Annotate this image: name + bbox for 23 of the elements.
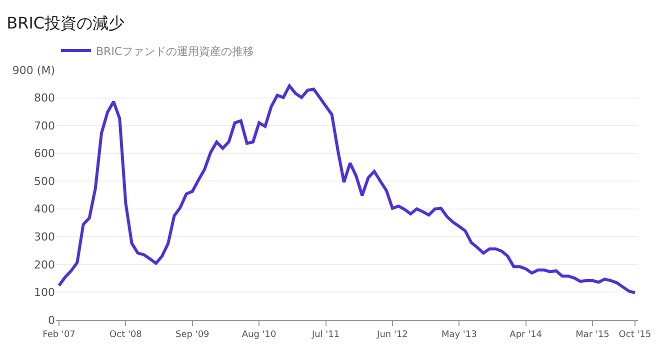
y-tick-label: 500	[34, 174, 55, 188]
y-tick-label: 400	[34, 202, 55, 216]
legend-label: BRICファンドの運用資産の推移	[96, 44, 254, 58]
chart-title: BRIC投資の減少	[6, 14, 125, 33]
y-tick-label: 600	[34, 147, 55, 160]
y-tick-label: 200	[34, 258, 55, 272]
x-tick-label: Oct '08	[110, 330, 142, 340]
x-tick-label: Sep '09	[176, 330, 210, 340]
x-tick-label: Oct '15	[618, 330, 652, 340]
y-tick-label: 0	[48, 314, 55, 327]
x-tick-label: Jun '12	[376, 330, 408, 340]
y-tick-label: 100	[34, 286, 55, 300]
x-tick-label: Mar '15	[576, 330, 610, 340]
x-tick-label: Feb '07	[42, 330, 76, 340]
y-tick-label: 700	[34, 119, 55, 132]
x-tick-label: Aug '10	[242, 330, 277, 340]
x-tick-label: Apr '14	[510, 330, 542, 340]
x-tick-label: Jul '11	[310, 330, 340, 340]
x-tick-label: May '13	[441, 330, 477, 340]
y-tick-label: 900 (M)	[12, 64, 55, 77]
y-tick-label: 300	[34, 230, 55, 244]
y-tick-label: 800	[34, 92, 55, 105]
line-series	[58, 84, 636, 294]
